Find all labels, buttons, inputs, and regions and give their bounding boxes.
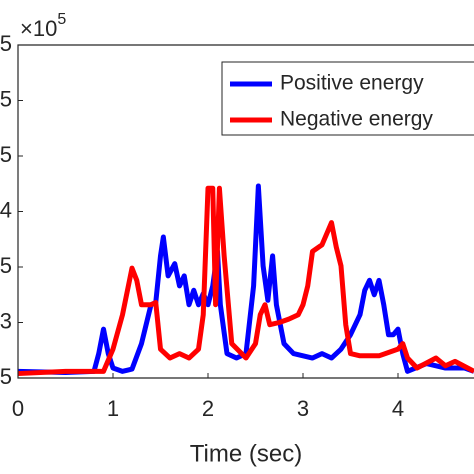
legend-box (221, 61, 474, 136)
axis-multiplier: ×105 (20, 11, 66, 41)
x-tick-label: 2 (202, 396, 214, 421)
y-tick-label: 4 (0, 197, 12, 222)
x-tick-label: 0 (12, 396, 24, 421)
x-axis-label: Time (sec) (190, 440, 302, 467)
multiplier-exponent: 5 (57, 11, 66, 28)
y-tick-label: 2.5 (0, 364, 12, 389)
data-line (17, 183, 474, 375)
legend-label: Positive energy (280, 72, 424, 95)
x-tick-label: 3 (297, 396, 309, 421)
axes-box (17, 44, 474, 379)
y-tick-label: 5.5 (0, 31, 12, 56)
legend-label: Negative energy (280, 108, 433, 131)
y-tick-label: 3 (0, 308, 12, 333)
multiplier-base: ×10 (20, 16, 57, 41)
x-tick-label: 4 (392, 396, 404, 421)
y-tick-label: 3.5 (0, 253, 12, 278)
y-tick-label: 4.5 (0, 142, 12, 167)
y-tick-label: 5 (0, 86, 12, 111)
x-tick-label: 1 (107, 396, 119, 421)
data-line (17, 185, 474, 377)
